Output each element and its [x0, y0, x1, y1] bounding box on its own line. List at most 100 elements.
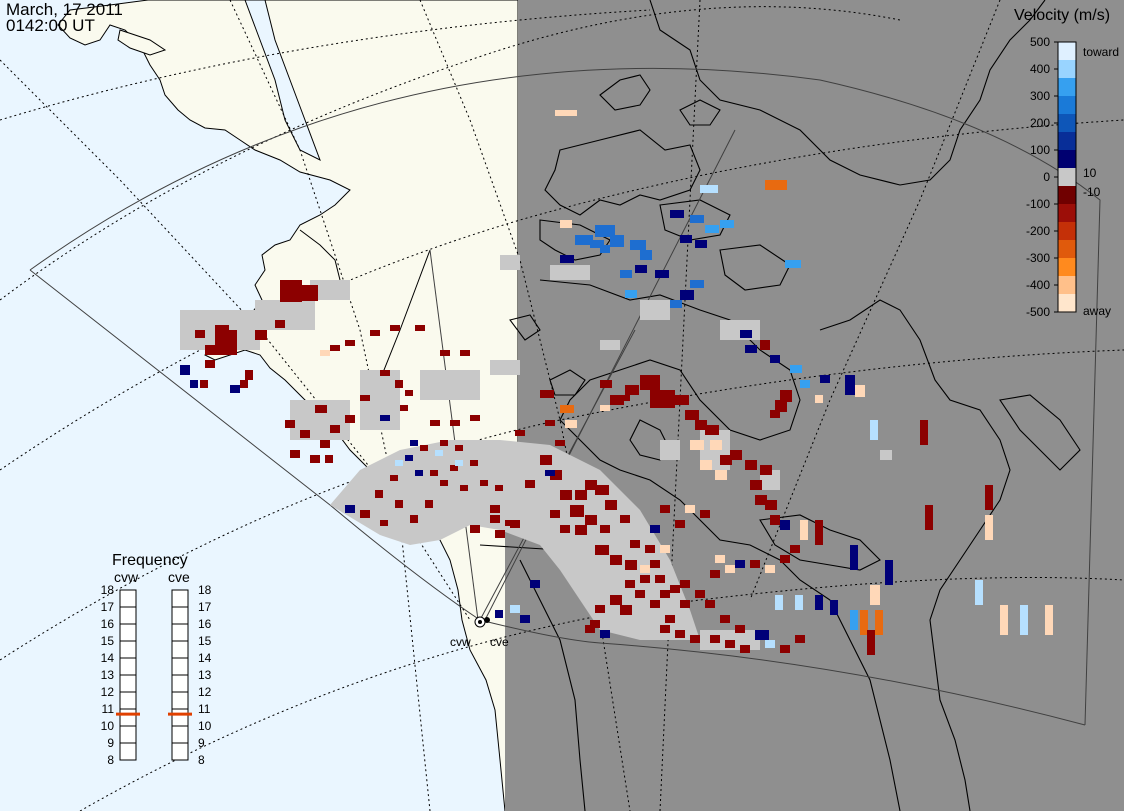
velocity-cell	[735, 625, 745, 633]
velocity-cell	[850, 610, 858, 630]
velocity-cell	[785, 260, 801, 268]
velocity-cell	[650, 560, 660, 568]
velocity-cell	[850, 545, 858, 570]
velocity-cell	[800, 520, 808, 540]
velocity-cell	[670, 300, 682, 308]
velocity-cell	[430, 470, 438, 476]
colorbar-segment	[1058, 294, 1076, 313]
velocity-cell	[867, 630, 875, 655]
velocity-cell	[575, 235, 593, 245]
velocity-cell	[415, 325, 425, 331]
velocity-cell	[660, 545, 670, 553]
velocity-cell	[770, 515, 780, 525]
velocity-cell	[675, 520, 685, 528]
velocity-cell	[705, 425, 719, 435]
frequency-tick-label: 18	[198, 583, 212, 597]
velocity-cell	[455, 445, 463, 451]
colorbar-segment	[1058, 42, 1076, 61]
velocity-cell	[765, 640, 775, 648]
frequency-tick-label: 17	[198, 600, 212, 614]
velocity-cell	[290, 450, 300, 458]
velocity-cell	[705, 225, 719, 233]
velocity-cell	[770, 410, 780, 418]
velocity-cell	[640, 575, 650, 583]
velocity-cell	[550, 470, 562, 480]
velocity-cell	[300, 285, 318, 301]
velocity-cell	[600, 630, 610, 638]
frequency-tick-label: 8	[107, 753, 114, 767]
night-region-lower	[505, 470, 525, 811]
velocity-cell	[845, 375, 855, 395]
velocity-cell	[645, 545, 655, 553]
velocity-cell	[745, 460, 757, 470]
velocity-cell	[440, 350, 450, 356]
velocity-cell	[390, 475, 398, 481]
frequency-tick-label: 13	[198, 668, 212, 682]
day-land-northwest	[57, 0, 519, 811]
velocity-cell	[440, 480, 448, 486]
velocity-cell	[585, 480, 597, 490]
velocity-cell	[420, 445, 428, 451]
velocity-cell	[610, 235, 624, 247]
colorbar-segment	[1058, 186, 1076, 205]
velocity-tick-label: -200	[1026, 224, 1050, 238]
velocity-cell	[470, 415, 480, 421]
velocity-cell	[755, 495, 767, 505]
velocity-cell	[425, 500, 433, 508]
velocity-cell	[375, 490, 383, 498]
velocity-cell	[700, 510, 710, 518]
velocity-cell	[830, 600, 838, 615]
velocity-cell	[380, 370, 390, 376]
velocity-cell	[595, 545, 609, 555]
velocity-cell	[555, 110, 577, 116]
velocity-cell	[225, 340, 237, 350]
velocity-cell	[560, 405, 574, 413]
velocity-cell	[620, 395, 630, 401]
velocity-scale-title: Velocity (m/s)	[1014, 7, 1110, 24]
velocity-cell	[405, 455, 413, 461]
velocity-cell	[585, 625, 595, 633]
day-land-bay	[244, 0, 321, 162]
velocity-cell	[870, 585, 880, 605]
velocity-cell	[395, 500, 403, 508]
velocity-cell	[280, 280, 302, 302]
radar-site-cve	[484, 617, 490, 623]
velocity-tick-10: 10	[1083, 166, 1097, 180]
velocity-cell	[660, 505, 670, 513]
velocity-cell	[625, 385, 639, 395]
velocity-cell	[405, 390, 413, 396]
velocity-cell	[625, 290, 637, 298]
plot-date: March, 17 2011	[6, 0, 123, 19]
frequency-tick-label: 14	[101, 651, 115, 665]
velocity-cell	[780, 390, 792, 402]
colorbar-segment	[1058, 276, 1076, 295]
velocity-cell	[670, 585, 680, 593]
day-land-peninsula	[117, 29, 167, 56]
velocity-cell	[610, 555, 622, 565]
velocity-cell	[620, 270, 632, 278]
velocity-cell	[205, 360, 215, 368]
velocity-cell	[560, 220, 572, 228]
velocity-cell	[635, 265, 647, 273]
velocity-cell	[655, 575, 665, 583]
velocity-cell	[710, 635, 720, 643]
velocity-cell	[330, 425, 340, 433]
colorbar-segment	[1058, 150, 1076, 169]
velocity-cell	[600, 245, 610, 253]
velocity-cell	[640, 250, 652, 260]
velocity-cell	[565, 420, 577, 428]
velocity-cell	[560, 255, 574, 263]
velocity-cell	[585, 515, 597, 525]
velocity-cell	[495, 485, 503, 491]
plot-time: 0142:00 UT	[6, 16, 95, 35]
velocity-cell	[665, 615, 675, 623]
colorbar-segment	[1058, 96, 1076, 115]
velocity-cell	[630, 540, 640, 548]
velocity-cell	[510, 605, 520, 613]
velocity-cell	[975, 580, 983, 605]
velocity-cell	[690, 635, 700, 643]
site-label-cve: cve	[490, 635, 509, 649]
velocity-cell	[285, 420, 295, 428]
velocity-cell	[530, 580, 540, 588]
